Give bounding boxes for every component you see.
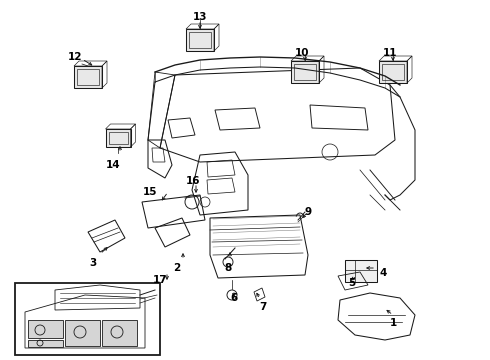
Text: 16: 16: [186, 176, 200, 186]
FancyBboxPatch shape: [105, 129, 130, 147]
Text: 10: 10: [295, 48, 309, 58]
Text: 17: 17: [153, 275, 167, 285]
FancyBboxPatch shape: [102, 320, 137, 346]
FancyBboxPatch shape: [345, 260, 377, 282]
Text: 7: 7: [259, 302, 267, 312]
Text: 5: 5: [348, 278, 356, 288]
FancyBboxPatch shape: [28, 340, 63, 347]
FancyBboxPatch shape: [15, 283, 160, 355]
FancyBboxPatch shape: [379, 61, 407, 83]
FancyBboxPatch shape: [65, 320, 100, 346]
Text: 2: 2: [173, 263, 181, 273]
FancyBboxPatch shape: [74, 66, 102, 88]
Text: 13: 13: [193, 12, 207, 22]
Text: 15: 15: [143, 187, 157, 197]
Text: 14: 14: [106, 160, 121, 170]
Text: 8: 8: [224, 263, 232, 273]
FancyBboxPatch shape: [28, 320, 63, 338]
Text: 3: 3: [89, 258, 97, 268]
FancyBboxPatch shape: [186, 29, 214, 51]
Text: 6: 6: [230, 293, 238, 303]
Text: 1: 1: [390, 318, 396, 328]
FancyBboxPatch shape: [291, 61, 319, 83]
Text: 12: 12: [68, 52, 82, 62]
Text: 4: 4: [379, 268, 387, 278]
Text: 11: 11: [383, 48, 397, 58]
Text: 9: 9: [304, 207, 312, 217]
